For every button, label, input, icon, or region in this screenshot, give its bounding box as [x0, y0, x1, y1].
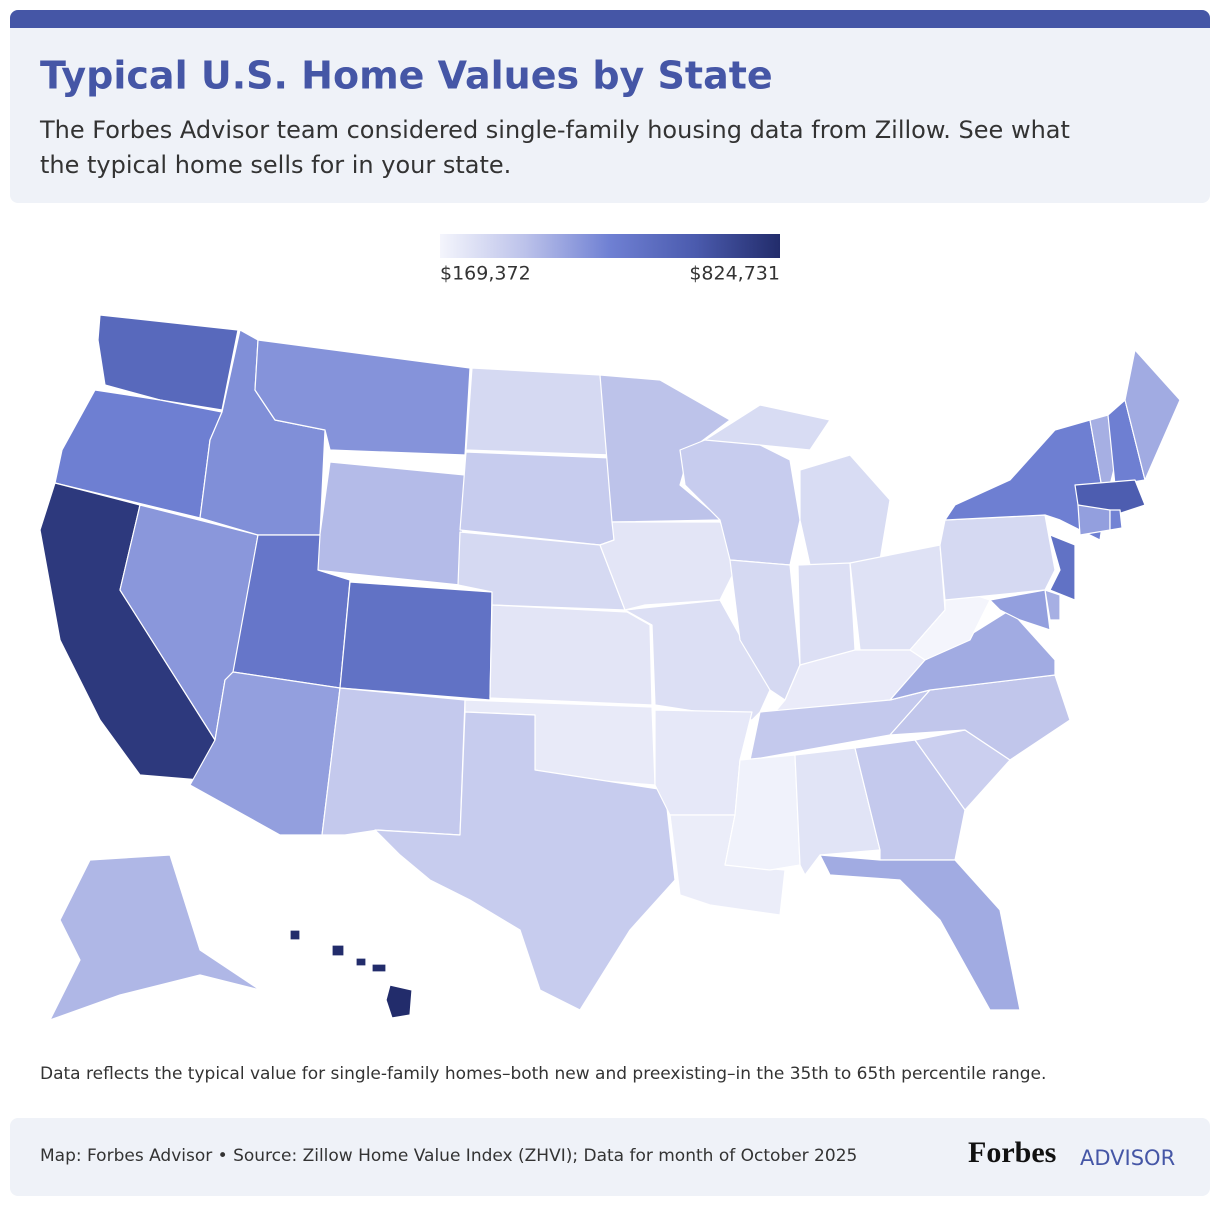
state — [939, 514, 1056, 601]
map — [39, 314, 1181, 1021]
state — [1077, 504, 1111, 536]
state — [321, 687, 466, 836]
source: Map: Forbes Advisor • Source: Zillow Hom… — [40, 1146, 857, 1166]
state — [459, 451, 615, 546]
state — [489, 604, 653, 706]
footnote: Data reflects the typical value for sing… — [40, 1064, 1046, 1084]
state — [289, 929, 413, 1019]
chart-title: Typical U.S. Home Values by State — [40, 54, 773, 98]
subtitle: The Forbes Advisor team considered singl… — [39, 116, 1070, 144]
state — [1049, 534, 1076, 601]
state — [1074, 479, 1146, 516]
state — [1109, 509, 1123, 531]
logo: Forbes — [968, 1136, 1056, 1169]
color-scale — [440, 234, 780, 258]
logo: ADVISOR — [1080, 1146, 1175, 1170]
state — [49, 854, 261, 1021]
state — [624, 599, 771, 721]
scale-label: $824,731 — [689, 263, 780, 285]
state — [314, 461, 466, 586]
state — [989, 589, 1051, 631]
header-bar — [10, 10, 1210, 28]
state — [599, 374, 731, 523]
subtitle: the typical home sells for in your state… — [40, 151, 511, 179]
footer-box — [10, 1118, 1210, 1196]
state — [1044, 589, 1061, 621]
state — [1124, 349, 1181, 481]
header-box — [10, 10, 1210, 203]
state — [339, 581, 493, 701]
scale-label: $169,372 — [440, 263, 531, 285]
state — [465, 367, 613, 456]
state — [819, 854, 1021, 1011]
state — [599, 521, 741, 611]
state — [374, 711, 676, 1011]
state — [729, 559, 801, 701]
state — [254, 339, 471, 456]
